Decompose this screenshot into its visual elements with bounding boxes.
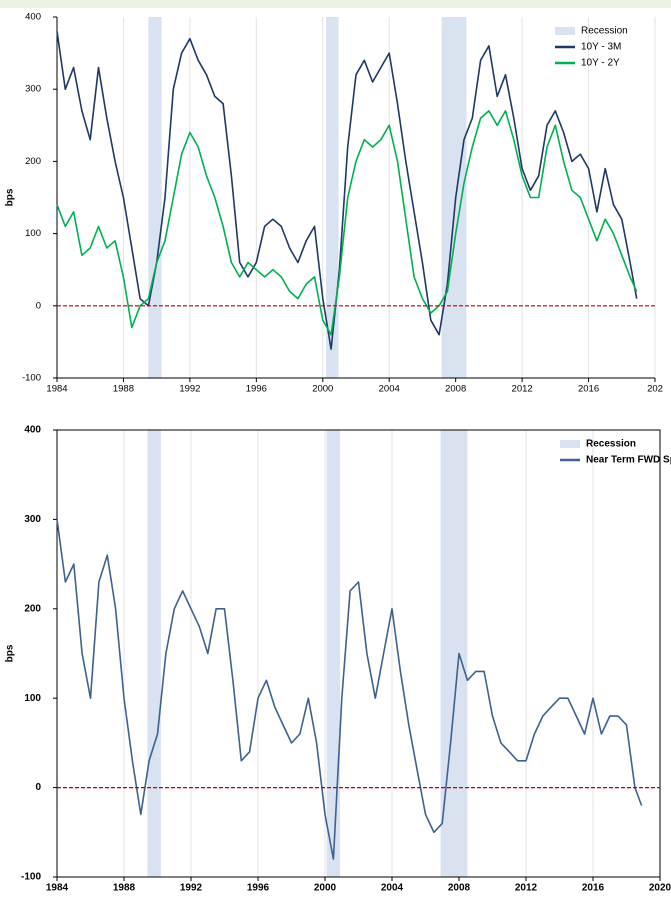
- legend-swatch: [560, 440, 580, 448]
- y-axis-label: bps: [5, 188, 16, 206]
- y-tick-label: 0: [35, 782, 41, 793]
- x-tick-label: 2004: [381, 883, 404, 894]
- recession-band: [147, 430, 161, 877]
- x-tick-label: 1992: [180, 883, 203, 894]
- x-tick-label: 2016: [578, 384, 599, 395]
- y-tick-label: 300: [25, 84, 41, 95]
- legend-label: Near Term FWD Spread: [586, 455, 671, 466]
- y-tick-label: 200: [25, 156, 41, 167]
- x-tick-label: 2000: [312, 384, 333, 395]
- series-line: [56, 110, 638, 336]
- legend-label: 10Y - 2Y: [581, 58, 620, 69]
- legend-label: 10Y - 3M: [581, 42, 621, 53]
- y-axis-label: bps: [5, 644, 16, 662]
- y-tick-label: -100: [21, 872, 41, 883]
- x-tick-label: 2008: [448, 883, 471, 894]
- y-tick-label: 300: [24, 514, 41, 525]
- y-tick-label: -100: [22, 373, 41, 384]
- recession-band: [441, 17, 467, 378]
- x-tick-label: 2004: [379, 384, 400, 395]
- x-tick-label: 202: [647, 384, 663, 395]
- y-tick-label: 400: [25, 12, 41, 23]
- legend-swatch: [555, 27, 575, 35]
- x-tick-label: 1984: [46, 384, 67, 395]
- header-band: [0, 0, 671, 8]
- series-line: [56, 519, 643, 860]
- x-tick-label: 1988: [113, 883, 136, 894]
- y-tick-label: 400: [24, 425, 41, 436]
- x-tick-label: 1996: [246, 384, 267, 395]
- plot-frame: [56, 429, 661, 878]
- y-tick-label: 200: [24, 603, 41, 614]
- legend-label: Recession: [581, 26, 628, 37]
- x-tick-label: 1988: [113, 384, 134, 395]
- x-tick-label: 1984: [46, 883, 69, 894]
- x-tick-label: 2000: [314, 883, 337, 894]
- y-tick-label: 0: [36, 300, 41, 311]
- recession-band: [326, 430, 341, 877]
- x-tick-label: 2008: [445, 384, 466, 395]
- x-tick-label: 2016: [582, 883, 605, 894]
- x-tick-label: 2012: [512, 384, 533, 395]
- chart: 1984 1988 1992 1996 2000 2004 2008 2012 2016 2020…: [5, 425, 671, 894]
- y-tick-label: 100: [25, 228, 41, 239]
- x-tick-label: 2020: [649, 883, 671, 894]
- x-tick-label: 1996: [247, 883, 270, 894]
- x-tick-label: 2012: [515, 883, 538, 894]
- recession-band: [326, 17, 339, 378]
- x-tick-label: 1992: [179, 384, 200, 395]
- legend-label: Recession: [586, 439, 636, 450]
- recession-band: [148, 17, 162, 378]
- chart: 1984 1988 1992 1996 2000 2004 2008 2012 2016 202-…: [5, 12, 663, 395]
- y-tick-label: 100: [24, 693, 41, 704]
- recession-band: [440, 430, 468, 877]
